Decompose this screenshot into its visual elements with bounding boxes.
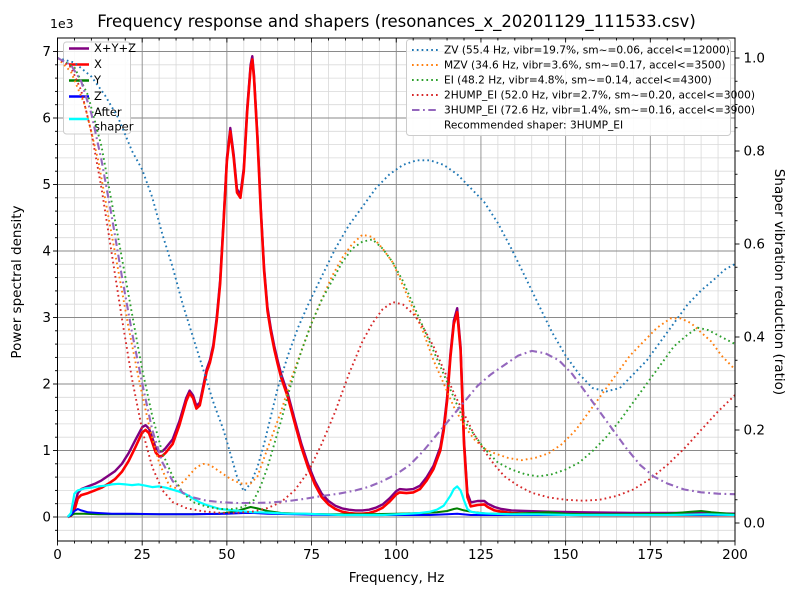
y-axis-label-left: Power spectral density	[9, 205, 25, 359]
y-left-tick-label: 5	[42, 177, 51, 193]
minor-grid	[57, 38, 735, 541]
legend-right-item-label: ZV (55.4 Hz, vibr=19.7%, sm~=0.06, accel…	[444, 45, 730, 57]
legend-left-item-label: Z	[94, 89, 102, 103]
legend-right-item-label: EI (48.2 Hz, vibr=4.8%, sm~=0.14, accel<…	[444, 75, 712, 87]
series-ei-curve	[57, 57, 735, 511]
series-2hump_ei-curve	[57, 57, 735, 514]
series-zv-curve	[57, 57, 735, 493]
series-3hump_ei-curve	[57, 57, 735, 505]
x-tick-label: 50	[218, 547, 235, 563]
y-right-tick-label: 0.4	[744, 330, 765, 346]
x-tick-label: 150	[553, 547, 579, 563]
y-left-tick-label: 4	[42, 244, 51, 260]
y-left-tick-label: 3	[42, 310, 51, 326]
legend-left-item-label: X+Y+Z	[94, 41, 136, 55]
tick-labels: 0 25 50 75 100 125 150 175 200 0 1 2 3 4 5 6 7 0.0 0.2 0.4 0…	[42, 44, 765, 563]
y-right-tick-label: 0.0	[744, 516, 765, 532]
legend-left-item-label: shaper	[94, 120, 134, 134]
legend-right-item-label: MZV (34.6 Hz, vibr=3.6%, sm~=0.17, accel…	[444, 60, 726, 72]
legend-right-item-label: 3HUMP_EI (72.6 Hz, vibr=1.4%, sm~=0.16, …	[444, 105, 755, 117]
legend-left-item-label: Y	[93, 73, 102, 87]
y-right-tick-label: 0.6	[744, 237, 765, 253]
y-axis-multiplier-label: 1e3	[50, 16, 74, 31]
x-tick-label: 125	[468, 547, 494, 563]
y-left-tick-label: 0	[42, 510, 51, 526]
x-tick-label: 0	[53, 547, 62, 563]
y-left-tick-label: 7	[42, 44, 51, 60]
series-after-shaper-curve	[66, 482, 735, 518]
legend-right: ZV (55.4 Hz, vibr=19.7%, sm~=0.06, accel…	[406, 39, 755, 136]
y-left-tick-label: 6	[42, 111, 51, 127]
axis-ticks	[53, 38, 740, 546]
y-left-tick-label: 2	[42, 377, 51, 393]
legend-right-box	[406, 39, 731, 136]
x-tick-label: 100	[383, 547, 409, 563]
legend-left-item-label: After	[94, 105, 122, 119]
y-axis-label-right: Shaper vibration reduction (ratio)	[771, 168, 787, 396]
x-tick-label: 200	[722, 547, 748, 563]
series-z-curve	[67, 508, 735, 518]
x-axis-label: Frequency, Hz	[348, 570, 445, 586]
y-right-tick-label: 0.8	[744, 144, 765, 160]
y-right-tick-label: 1.0	[744, 51, 765, 67]
legend-right-item-label: 2HUMP_EI (52.0 Hz, vibr=2.7%, sm~=0.20, …	[444, 90, 755, 102]
series-x-curve	[67, 58, 735, 519]
recommended-shaper-note: Recommended shaper: 3HUMP_EI	[444, 120, 623, 132]
x-tick-label: 175	[637, 547, 663, 563]
shaper-curves	[57, 57, 735, 514]
x-tick-label: 75	[303, 547, 320, 563]
chart-title: Frequency response and shapers (resonanc…	[97, 12, 696, 31]
y-right-tick-label: 0.2	[744, 423, 765, 439]
legend-left-item-label: X	[94, 57, 102, 71]
y-left-tick-label: 1	[42, 443, 51, 459]
x-tick-label: 25	[134, 547, 151, 563]
